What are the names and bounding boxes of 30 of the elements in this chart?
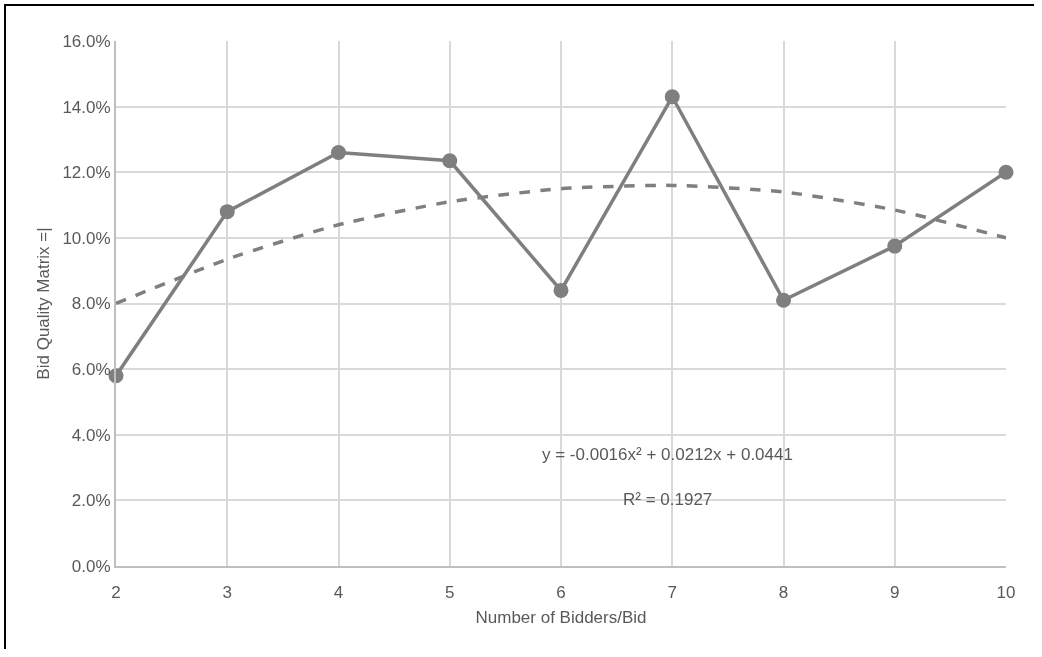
x-tick-label: 9 xyxy=(890,583,900,603)
point xyxy=(998,164,1014,180)
x-tick-label: 4 xyxy=(333,583,344,603)
x-tick-label: 7 xyxy=(667,583,677,603)
y-tick-label: 12.0% xyxy=(62,163,111,183)
y-tick-label: 2.0% xyxy=(71,491,111,511)
annotation: y = -0.0016x² + 0.0212x + 0.0441 xyxy=(542,445,793,464)
point xyxy=(664,89,680,105)
x-tick-label: 3 xyxy=(222,583,232,603)
x-tick-label: 8 xyxy=(778,583,789,603)
y-tick-label: 8.0% xyxy=(71,294,111,314)
point xyxy=(776,292,791,308)
y-tick-label: 10.0% xyxy=(62,228,111,248)
y-tick-label: 4.0% xyxy=(71,425,111,445)
x-tick-label: 5 xyxy=(445,583,455,603)
x-axis-title: Number of Bidders/Bid xyxy=(475,608,647,628)
point xyxy=(553,282,569,298)
y-tick-label: 14.0% xyxy=(62,97,111,117)
point xyxy=(442,153,458,169)
x-tick-label: 6 xyxy=(556,583,566,603)
y-axis-title: Bid Quality Matrix =| xyxy=(34,227,54,380)
point xyxy=(331,145,346,161)
y-tick-label: 0.0% xyxy=(71,556,111,576)
point xyxy=(887,238,903,254)
y-tick-label: 16.0% xyxy=(62,31,111,51)
point xyxy=(219,204,235,220)
annotation: R² = 0.1927 xyxy=(623,490,713,509)
x-tick-label: 10 xyxy=(996,583,1016,603)
x-tick-label: 2 xyxy=(111,583,121,603)
y-tick-label: 6.0% xyxy=(71,360,111,380)
